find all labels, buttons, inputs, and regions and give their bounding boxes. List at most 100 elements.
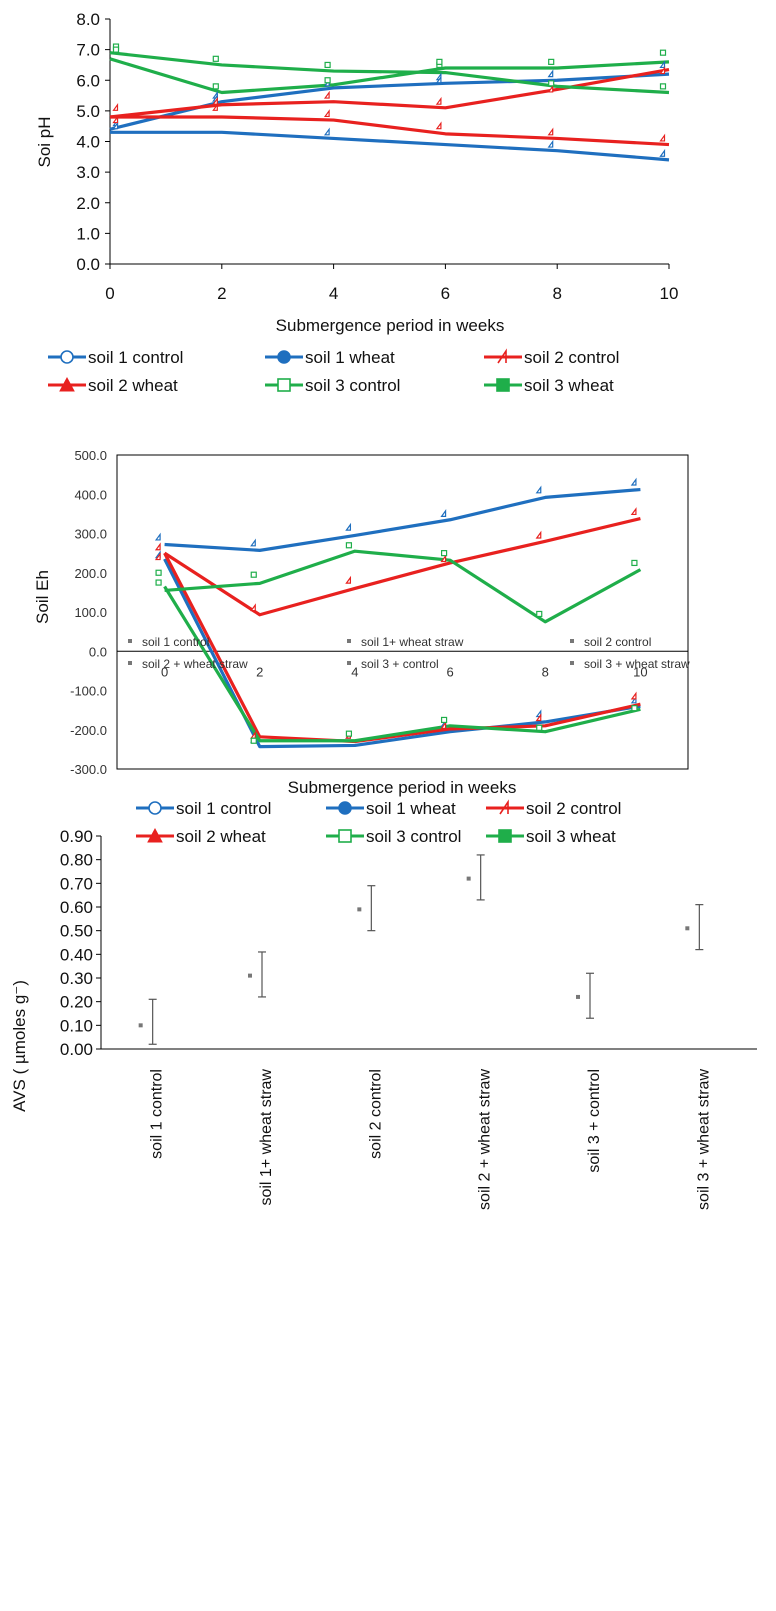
avs-category-label: soil 3 + control [586, 1069, 603, 1173]
eh-data-point [631, 559, 638, 567]
avs-legend-marker [570, 661, 574, 665]
eh-data-point [440, 509, 447, 517]
ph-legend-label: soil 3 wheat [524, 376, 614, 395]
eh-x-tick-label: 6 [446, 664, 453, 679]
ph-y-axis-title: Soi pH [35, 116, 54, 167]
eh-series-line [163, 585, 641, 743]
eh-data-point [630, 691, 637, 700]
ph-data-point [435, 75, 442, 84]
ph-data-point [547, 84, 554, 93]
eh-data-point [154, 532, 161, 541]
avs-y-tick-label: 0.40 [60, 945, 93, 964]
ph-data-point [112, 46, 120, 53]
ph-y-tick-label: 0.0 [76, 255, 100, 274]
ph-legend-swatch-marker [497, 348, 507, 364]
eh-data-point [345, 575, 352, 584]
eh-y-tick-label: 500.0 [74, 448, 107, 463]
ph-data-point [659, 49, 667, 56]
eh-data-point [440, 554, 447, 563]
eh-series-line [163, 552, 641, 744]
ph-y-tick-label: 5.0 [76, 102, 100, 121]
avs-legend-label: soil 1+ wheat straw [361, 635, 464, 649]
eh-data-point [536, 724, 543, 731]
avs-data-point [685, 926, 690, 931]
eh-data-point [250, 737, 257, 744]
ph-series-line [109, 72, 670, 131]
ph-y-tick-label: 3.0 [76, 163, 100, 182]
avs-legend-marker [570, 639, 574, 643]
avs-y-tick-label: 0.50 [60, 922, 93, 941]
eh-legend-label: soil 3 control [366, 827, 461, 846]
eh-y-tick-label: -300.0 [70, 762, 107, 777]
eh-series-line [163, 517, 641, 617]
avs-category-label: soil 3 + wheat straw [695, 1069, 712, 1210]
avs-category-label: soil 1 control [149, 1069, 166, 1159]
ph-data-point [659, 83, 667, 90]
avs-legend-marker [128, 639, 132, 643]
eh-data-point [154, 542, 161, 551]
ph-chart: Soi pH Submergence period in weeks 0.0 1.… [35, 10, 678, 395]
ph-y-tick-label: 7.0 [76, 41, 100, 60]
ph-legend-label: soil 3 control [305, 376, 400, 395]
ph-y-tick-label: 6.0 [76, 71, 100, 90]
ph-legend-label: soil 2 control [524, 348, 619, 367]
ph-data-point [212, 102, 218, 111]
avs-data-point [357, 907, 362, 912]
eh-legend-label: soil 2 wheat [176, 827, 266, 846]
ph-data-point [323, 109, 330, 118]
avs-legend-label: soil 2 control [584, 635, 651, 649]
avs-y-tick-label: 0.00 [60, 1040, 93, 1059]
eh-data-point [440, 550, 448, 557]
eh-data-point [535, 530, 542, 539]
avs-legend-marker [347, 661, 351, 665]
ph-legend-swatch-marker [277, 350, 291, 364]
eh-data-point [535, 485, 542, 494]
eh-x-tick-label: 8 [542, 664, 549, 679]
ph-data-point [659, 66, 666, 75]
eh-data-point [154, 552, 161, 561]
avs-legend-marker [347, 639, 351, 643]
ph-data-point [112, 115, 119, 124]
ph-data-point [212, 55, 219, 62]
eh-chart: Soil Eh Submergence period in weeks -300… [33, 448, 689, 846]
avs-data-point [576, 994, 580, 999]
eh-y-tick-label: 200.0 [74, 566, 107, 581]
ph-data-point [112, 102, 119, 111]
avs-y-tick-label: 0.30 [60, 969, 93, 988]
eh-data-point [440, 716, 448, 724]
ph-data-point [547, 139, 554, 148]
eh-legend-label: soil 1 wheat [366, 799, 456, 818]
avs-y-tick-label: 0.70 [60, 874, 93, 893]
eh-y-tick-label: 100.0 [74, 605, 107, 620]
eh-legend-swatch-marker [147, 827, 163, 843]
eh-data-point [630, 477, 637, 486]
eh-data-point [631, 705, 638, 712]
eh-y-axis-title: Soil Eh [33, 570, 52, 624]
avs-y-tick-label: 0.60 [60, 898, 93, 917]
eh-x-axis-title: Submergence period in weeks [288, 778, 517, 797]
ph-data-point [323, 90, 330, 99]
eh-data-point [630, 507, 637, 516]
eh-data-point [345, 542, 353, 549]
ph-data-point [212, 83, 219, 90]
ph-y-tick-label: 8.0 [76, 10, 100, 29]
ph-data-point [435, 96, 442, 105]
avs-category-label: soil 2 + wheat straw [477, 1069, 494, 1210]
ph-data-point [324, 61, 331, 69]
eh-series-line [164, 487, 641, 552]
ph-data-point [547, 127, 554, 136]
ph-x-tick-label: 0 [105, 284, 114, 303]
ph-data-point [323, 127, 330, 136]
eh-y-tick-label: 300.0 [74, 527, 107, 542]
ph-data-point [212, 96, 218, 105]
ph-data-point [659, 133, 666, 142]
eh-legend-swatch-marker [338, 829, 352, 843]
ph-y-tick-label: 1.0 [76, 224, 100, 243]
avs-legend-label: soil 3 + control [361, 657, 439, 671]
eh-data-point [155, 569, 162, 576]
eh-legend-swatch-marker [148, 801, 162, 815]
ph-data-point [112, 121, 119, 130]
eh-x-tick-label: 2 [256, 664, 263, 679]
ph-series-line [110, 130, 670, 162]
